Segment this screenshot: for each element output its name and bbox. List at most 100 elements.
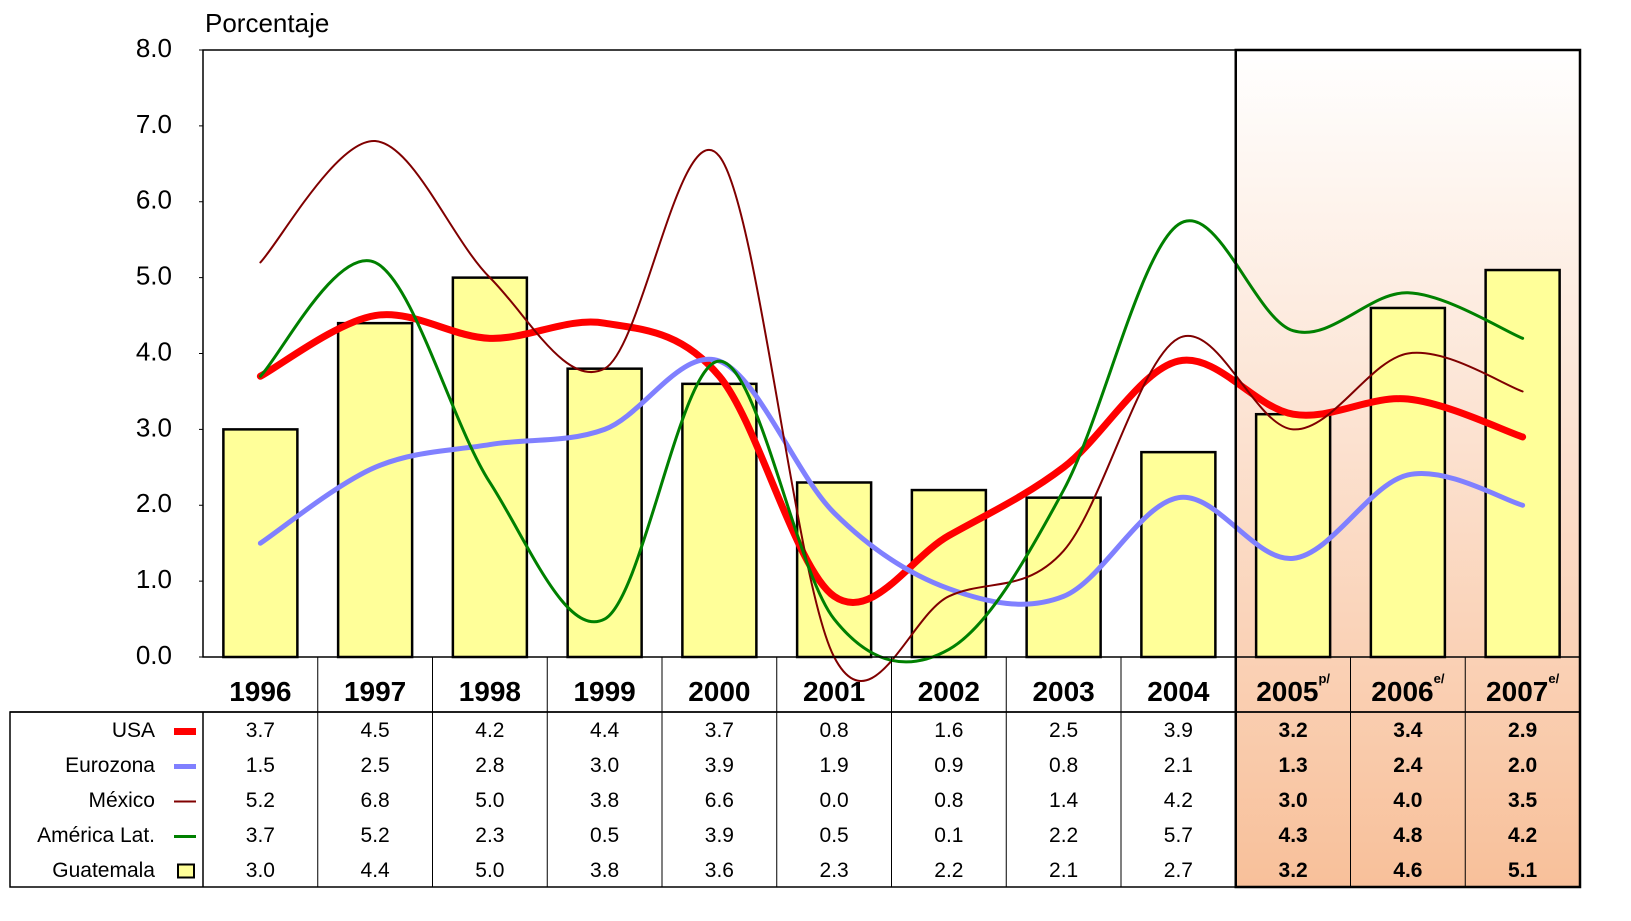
y-axis-label: Porcentaje xyxy=(205,8,329,38)
table-cell: 3.0 xyxy=(1279,789,1308,812)
table-cell: 0.0 xyxy=(820,789,849,812)
category-year: 1999 xyxy=(573,676,635,707)
y-tick-label: 8.0 xyxy=(136,33,172,63)
x-tick-label: 2000 xyxy=(688,676,750,707)
table-cell: 4.2 xyxy=(475,719,504,742)
table-cell: 3.7 xyxy=(246,719,275,742)
table-cell: 3.0 xyxy=(590,754,619,777)
table-cell: 5.1 xyxy=(1508,859,1538,882)
table-cell: 0.5 xyxy=(820,824,849,847)
table-cell: 3.9 xyxy=(705,754,734,777)
x-tick-label: 1998 xyxy=(459,676,521,707)
table-cell: 3.5 xyxy=(1508,789,1538,812)
table-cell: 3.8 xyxy=(590,859,619,882)
table-cell: 1.4 xyxy=(1049,789,1079,812)
table-cell: 0.8 xyxy=(820,719,849,742)
bar xyxy=(1369,306,1447,659)
x-tick-label: 2006e/ xyxy=(1371,671,1445,707)
bar xyxy=(1140,450,1217,659)
category-note: p/ xyxy=(1318,671,1330,686)
bar xyxy=(681,382,758,659)
table-cell: 5.2 xyxy=(246,789,275,812)
legend-label: USA xyxy=(112,719,155,742)
table-cell: 2.1 xyxy=(1049,859,1078,882)
table-cell: 2.3 xyxy=(475,824,504,847)
category-year: 2003 xyxy=(1032,676,1094,707)
table-cell: 0.9 xyxy=(934,754,963,777)
x-tick-label: 2002 xyxy=(918,676,980,707)
category-year: 2005 xyxy=(1256,676,1318,707)
table-cell: 3.8 xyxy=(590,789,619,812)
category-year: 1996 xyxy=(229,676,291,707)
line xyxy=(257,356,1526,607)
table-cell: 4.4 xyxy=(590,719,620,742)
table-cell: 5.7 xyxy=(1164,824,1193,847)
line xyxy=(256,311,1527,606)
y-tick-label: 2.0 xyxy=(136,488,172,518)
x-tick-label: 2004 xyxy=(1147,676,1210,707)
table-cell: 3.9 xyxy=(1164,719,1193,742)
table-cell: 0.8 xyxy=(1049,754,1078,777)
category-note: e/ xyxy=(1434,671,1445,686)
x-tick-label: 2005p/ xyxy=(1256,671,1330,707)
y-tick-label: 4.0 xyxy=(136,336,172,366)
legend-swatch xyxy=(177,863,195,879)
table-cell: 4.2 xyxy=(1164,789,1193,812)
table-cell: 3.4 xyxy=(1393,719,1423,742)
y-tick-label: 6.0 xyxy=(136,185,172,215)
category-year: 2001 xyxy=(803,676,865,707)
line xyxy=(258,219,1525,664)
table-cell: 0.5 xyxy=(590,824,619,847)
table-cell: 2.7 xyxy=(1164,859,1193,882)
category-note: e/ xyxy=(1548,671,1559,686)
x-tick-label: 1997 xyxy=(344,676,406,707)
table-cell: 1.9 xyxy=(820,754,849,777)
table-cell: 2.5 xyxy=(361,754,390,777)
table-cell: 5.2 xyxy=(361,824,390,847)
bar xyxy=(910,488,988,659)
category-year: 2007 xyxy=(1486,676,1548,707)
table-cell: 3.7 xyxy=(705,719,734,742)
table-cell: 6.6 xyxy=(705,789,734,812)
legend-label: México xyxy=(88,789,155,812)
table-cell: 3.9 xyxy=(705,824,734,847)
y-tick-label: 3.0 xyxy=(136,412,172,442)
bar xyxy=(1484,268,1561,659)
table-cell: 2.3 xyxy=(820,859,849,882)
bar xyxy=(1254,412,1332,659)
table-cell: 1.6 xyxy=(934,719,963,742)
table-cell: 2.9 xyxy=(1508,719,1537,742)
table-cell: 4.3 xyxy=(1279,824,1308,847)
table-cell: 6.8 xyxy=(361,789,390,812)
legend-label: Guatemala xyxy=(52,859,155,882)
table-cell: 5.0 xyxy=(475,789,504,812)
y-tick-label: 0.0 xyxy=(136,640,172,670)
y-tick-label: 1.0 xyxy=(136,564,172,594)
table-cell: 1.5 xyxy=(246,754,275,777)
table-cell: 2.5 xyxy=(1049,719,1078,742)
category-year: 1997 xyxy=(344,676,406,707)
legend-label: Eurozona xyxy=(65,754,155,777)
table-cell: 3.7 xyxy=(246,824,275,847)
table-cell: 4.4 xyxy=(361,859,391,882)
table-cell: 0.8 xyxy=(934,789,963,812)
table-cell: 4.0 xyxy=(1393,789,1422,812)
y-tick-label: 7.0 xyxy=(136,109,172,139)
table-cell: 4.2 xyxy=(1508,824,1537,847)
x-tick-label: 1996 xyxy=(229,676,291,707)
table-cell: 2.2 xyxy=(1049,824,1078,847)
table-cell: 3.2 xyxy=(1279,719,1308,742)
table-cell: 3.6 xyxy=(705,859,734,882)
table-cell: 4.6 xyxy=(1393,859,1422,882)
category-year: 2006 xyxy=(1371,676,1433,707)
category-year: 1998 xyxy=(459,676,521,707)
table-cell: 3.0 xyxy=(246,859,275,882)
legend-label: América Lat. xyxy=(37,824,155,847)
table-cell: 1.3 xyxy=(1279,754,1308,777)
category-year: 2002 xyxy=(918,676,980,707)
table-cell: 4.5 xyxy=(361,719,390,742)
table-cell: 0.1 xyxy=(934,824,963,847)
table-cell: 3.2 xyxy=(1279,859,1308,882)
